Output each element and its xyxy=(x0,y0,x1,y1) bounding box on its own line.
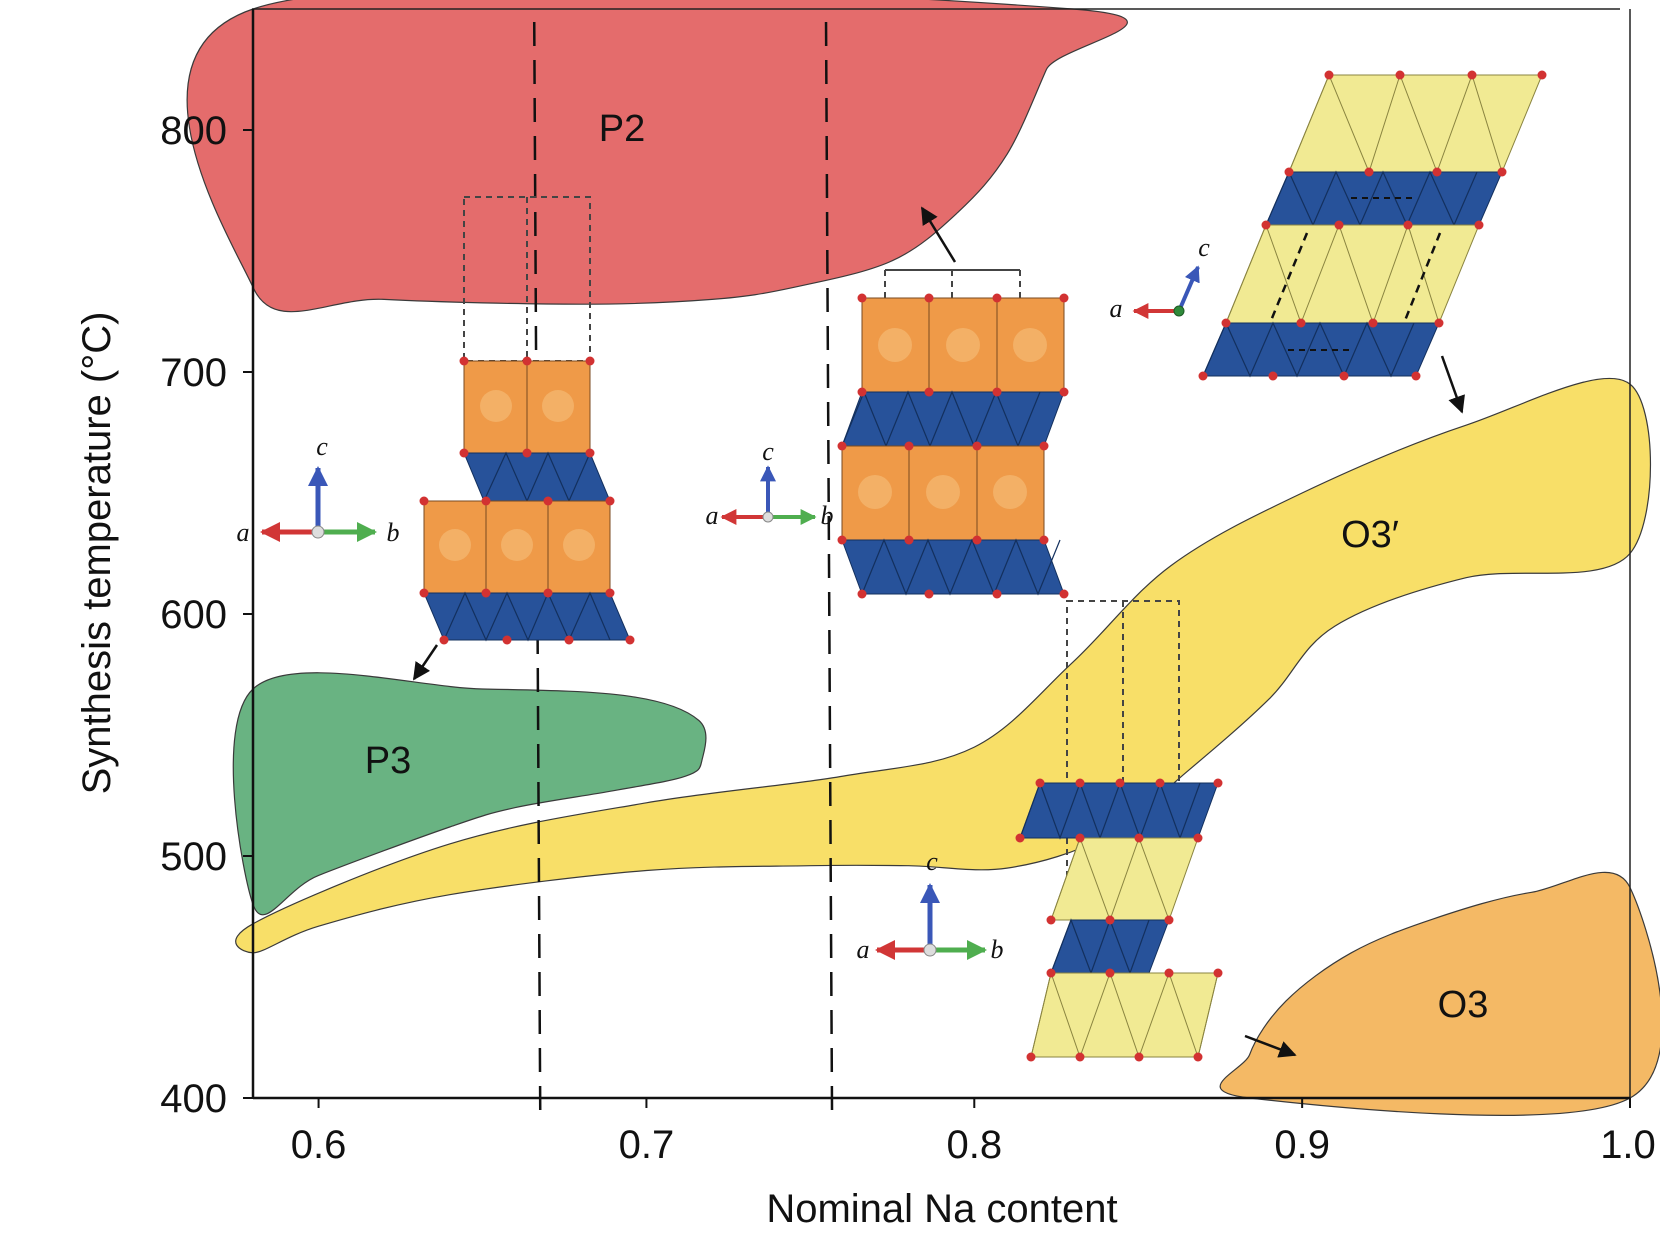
p3-inset-c-label: c xyxy=(762,437,774,466)
p3-inset-b-label: b xyxy=(821,501,834,530)
x-tick-label: 0.6 xyxy=(291,1123,347,1167)
arrow-to-o3 xyxy=(1244,1034,1297,1058)
region-label-p3: P3 xyxy=(365,740,411,782)
region-p2 xyxy=(186,0,1128,313)
x-tick-label: 0.7 xyxy=(619,1123,675,1167)
p2-inset-b-label: b xyxy=(387,518,400,547)
p2-inset-c-label: c xyxy=(316,432,328,461)
axis-ticks: 0.6 0.7 0.8 0.9 1.0 400 500 600 700 800 xyxy=(160,109,1656,1167)
x-tick-label: 0.9 xyxy=(1274,1123,1330,1167)
p2-structure-inset: c a b xyxy=(237,196,635,645)
x-tick-label: 1.0 xyxy=(1600,1123,1656,1167)
region-o3-prime xyxy=(235,377,1652,954)
o3-inset-axis-triad: c a b xyxy=(857,847,1004,964)
region-o3 xyxy=(1219,871,1660,1116)
inset-pointer-arrows xyxy=(412,206,1465,1058)
p3-inset-a-label: a xyxy=(706,501,719,530)
y-tick-label: 500 xyxy=(160,835,227,879)
o3-prime-structure-inset: c a xyxy=(1110,70,1547,381)
o3-prime-inset-c-label: c xyxy=(1198,233,1210,262)
y-tick-label: 800 xyxy=(160,109,227,153)
region-p3 xyxy=(232,672,707,916)
region-label-p2: P2 xyxy=(599,108,645,150)
arrow-to-o3-prime xyxy=(1440,355,1465,414)
arrow-to-p3 xyxy=(412,644,439,681)
y-axis-title: Synthesis temperature (°C) xyxy=(75,312,119,795)
o3-inset-a-label: a xyxy=(857,935,870,964)
p2-inset-a-label: a xyxy=(237,518,250,547)
o3-prime-inset-axis-triad: c a xyxy=(1110,233,1211,323)
y-tick-label: 600 xyxy=(160,593,227,637)
y-tick-label: 700 xyxy=(160,351,227,395)
region-label-o3-prime: O3′ xyxy=(1341,514,1399,556)
dashed-line-2 xyxy=(824,21,834,1113)
p3-structure-inset: c a b xyxy=(706,269,1069,599)
o3-inset-b-label: b xyxy=(991,935,1004,964)
p3-inset-axis-triad: c a b xyxy=(706,437,834,530)
x-tick-label: 0.8 xyxy=(946,1123,1002,1167)
region-label-o3: O3 xyxy=(1438,984,1489,1026)
o3-inset-c-label: c xyxy=(926,847,938,876)
p2-inset-axis-triad: c a b xyxy=(237,432,400,547)
y-tick-label: 400 xyxy=(160,1077,227,1121)
x-axis-title: Nominal Na content xyxy=(766,1187,1117,1231)
arrow-to-p2 xyxy=(920,206,957,263)
o3-structure-inset: c a b xyxy=(857,600,1223,1062)
o3-prime-inset-a-label: a xyxy=(1110,294,1123,323)
phase-regions xyxy=(186,0,1660,1116)
